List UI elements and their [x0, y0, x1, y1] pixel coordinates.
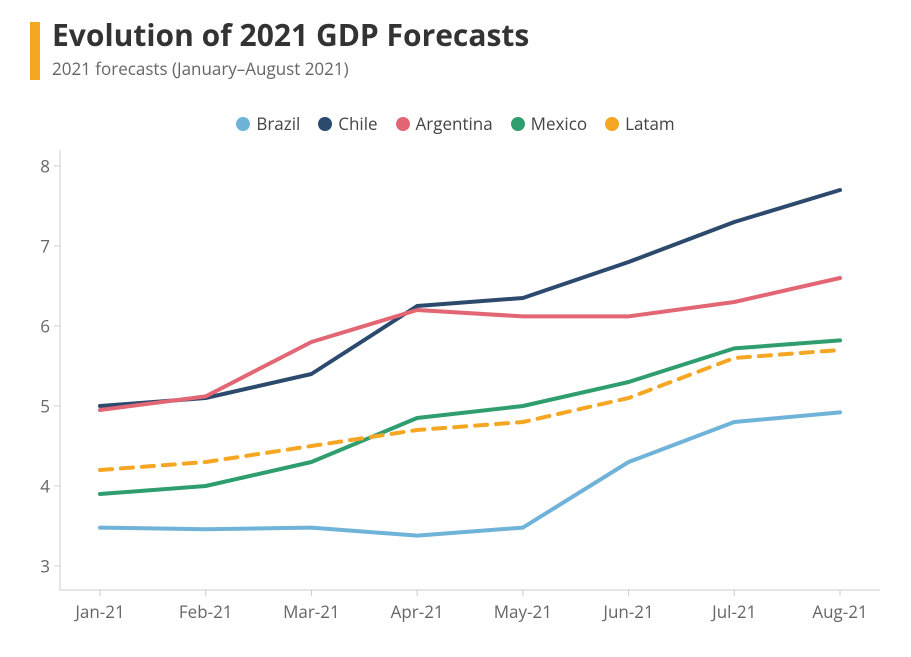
legend-dot-icon	[396, 117, 410, 131]
legend-item-chile[interactable]: Chile	[318, 112, 377, 135]
chart-container: Evolution of 2021 GDP Forecasts 2021 for…	[0, 0, 911, 657]
y-tick-label: 3	[40, 555, 50, 578]
title-text-group: Evolution of 2021 GDP Forecasts 2021 for…	[52, 18, 529, 80]
x-tick-label: Aug-21	[812, 600, 867, 623]
x-tick-label: Jun-21	[603, 600, 653, 623]
plot-area: 345678Jan-21Feb-21Mar-21Apr-21May-21Jun-…	[60, 150, 880, 590]
legend-item-brazil[interactable]: Brazil	[236, 112, 300, 135]
title-accent-bar	[30, 22, 40, 80]
legend-item-argentina[interactable]: Argentina	[396, 112, 493, 135]
chart-subtitle: 2021 forecasts (January–August 2021)	[52, 57, 529, 80]
legend-dot-icon	[318, 117, 332, 131]
y-tick-label: 5	[40, 395, 50, 418]
series-line-brazil	[100, 412, 840, 535]
x-tick-label: Apr-21	[391, 600, 444, 623]
y-tick-label: 8	[40, 155, 50, 178]
legend-label: Argentina	[416, 112, 493, 135]
x-tick-label: May-21	[494, 600, 552, 623]
legend-item-latam[interactable]: Latam	[605, 112, 675, 135]
legend-label: Brazil	[256, 112, 300, 135]
x-tick-label: Jul-21	[712, 600, 756, 623]
x-tick-label: Mar-21	[283, 600, 340, 623]
legend: Brazil Chile Argentina Mexico Latam	[0, 112, 911, 135]
legend-dot-icon	[511, 117, 525, 131]
title-block: Evolution of 2021 GDP Forecasts 2021 for…	[30, 18, 529, 80]
x-tick-label: Jan-21	[75, 600, 124, 623]
y-tick-label: 6	[40, 315, 50, 338]
legend-label: Latam	[625, 112, 675, 135]
series-line-chile	[100, 190, 840, 406]
x-tick-label: Feb-21	[179, 600, 233, 623]
legend-dot-icon	[236, 117, 250, 131]
series-line-argentina	[100, 278, 840, 410]
legend-item-mexico[interactable]: Mexico	[511, 112, 587, 135]
legend-label: Mexico	[531, 112, 587, 135]
plot-svg	[60, 150, 880, 590]
chart-title: Evolution of 2021 GDP Forecasts	[52, 18, 529, 51]
y-tick-label: 4	[40, 475, 50, 498]
legend-dot-icon	[605, 117, 619, 131]
legend-label: Chile	[338, 112, 377, 135]
series-line-mexico	[100, 340, 840, 494]
y-tick-label: 7	[40, 235, 50, 258]
